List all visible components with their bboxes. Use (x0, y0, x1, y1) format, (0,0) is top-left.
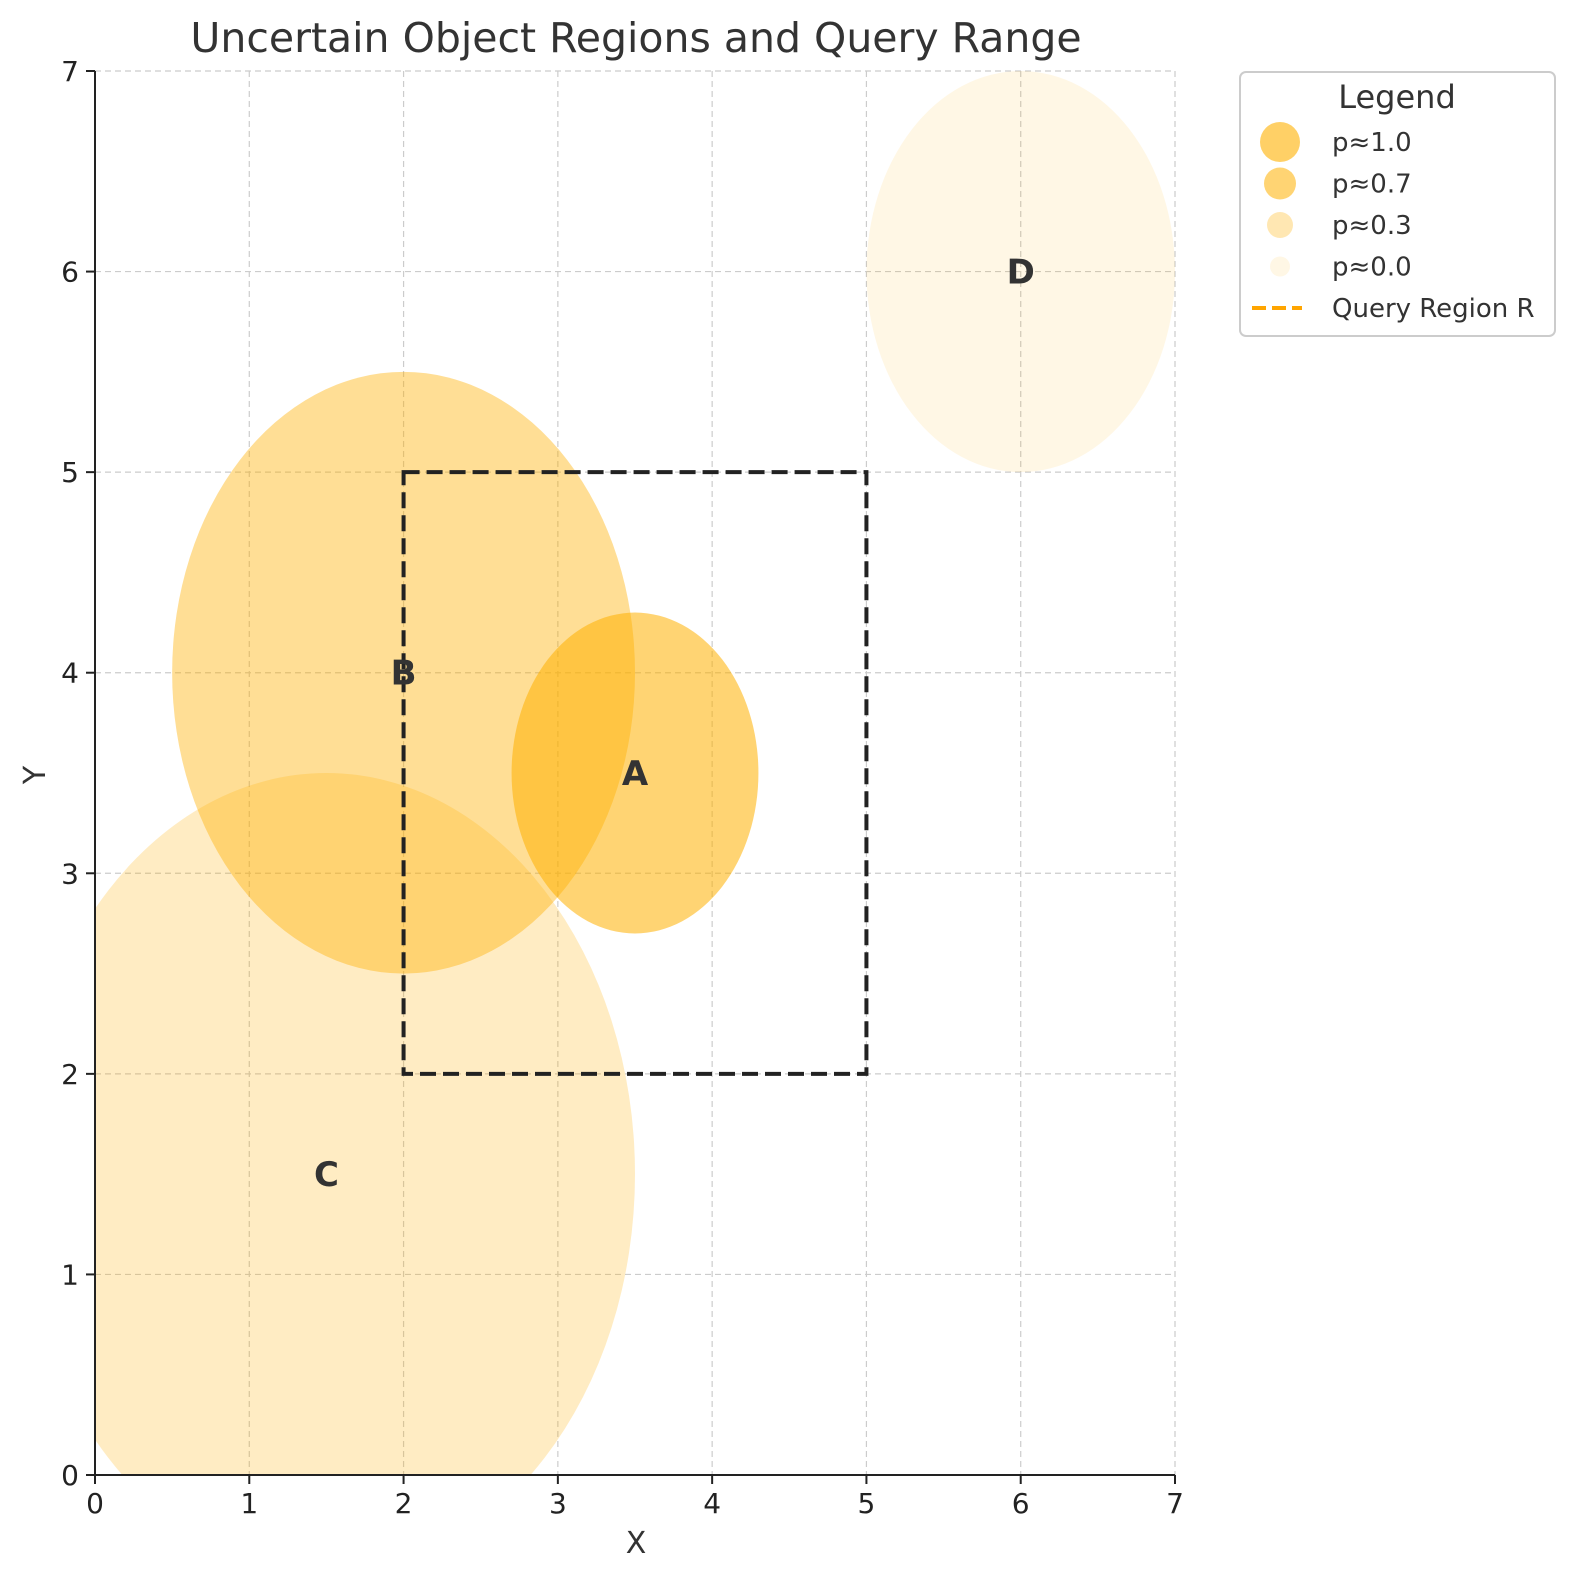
y-tick-label: 5 (61, 456, 79, 489)
object-region-c (95, 773, 635, 1475)
legend-entry-label: p≈0.0 (1332, 253, 1412, 283)
chart-title: Uncertain Object Regions and Query Range (190, 14, 1081, 62)
legend-title: Legend (1338, 78, 1456, 116)
object-labels: A B C D (314, 253, 1035, 1196)
legend: Legend p≈1.0 p≈0.7 p≈0.3 p≈0.0 Query Region … (1239, 71, 1556, 337)
y-axis-label: Y (18, 765, 53, 785)
y-tick-label: 7 (61, 55, 79, 88)
legend-frame (1239, 71, 1556, 337)
object-label-a: A (622, 754, 649, 794)
y-tick-label: 6 (61, 256, 79, 289)
query-rectangle (401, 470, 869, 1076)
axes (94, 71, 1175, 1476)
object-label-b: B (391, 654, 417, 694)
x-tick-label: 2 (395, 1487, 413, 1520)
x-tick-label: 1 (240, 1487, 258, 1520)
object-regions (95, 71, 1175, 1475)
y-tick-label: 4 (61, 657, 79, 690)
legend-marker (1260, 122, 1300, 162)
x-tick-label: 4 (703, 1487, 721, 1520)
object-region-a (511, 612, 759, 934)
x-tick-label: 6 (1012, 1487, 1030, 1520)
x-tick-label: 0 (86, 1487, 104, 1520)
object-region-d (866, 71, 1175, 473)
legend-entry-label: p≈1.0 (1332, 128, 1412, 158)
x-axis-label: X (626, 1526, 647, 1561)
x-tick-label: 7 (1166, 1487, 1184, 1520)
legend-entry-label: p≈0.7 (1332, 170, 1412, 200)
y-tick-label: 0 (61, 1459, 79, 1492)
legend-marker (1267, 212, 1293, 238)
object-label-d: D (1007, 253, 1035, 293)
query-region (401, 470, 869, 1076)
x-tick-label: 3 (549, 1487, 567, 1520)
legend-entry-label: Query Region R (1332, 294, 1535, 324)
legend-marker (1270, 256, 1290, 277)
y-tick-label: 2 (61, 1058, 79, 1091)
object-label-c: C (314, 1155, 339, 1195)
legend-entry-label: p≈0.3 (1332, 211, 1412, 241)
ticks: 0 1 2 3 4 5 6 7 0 1 2 3 4 5 6 7 (61, 55, 1184, 1520)
y-tick-label: 3 (61, 857, 79, 890)
x-tick-label: 5 (858, 1487, 876, 1520)
y-tick-label: 1 (61, 1258, 79, 1291)
legend-marker (1264, 167, 1296, 200)
